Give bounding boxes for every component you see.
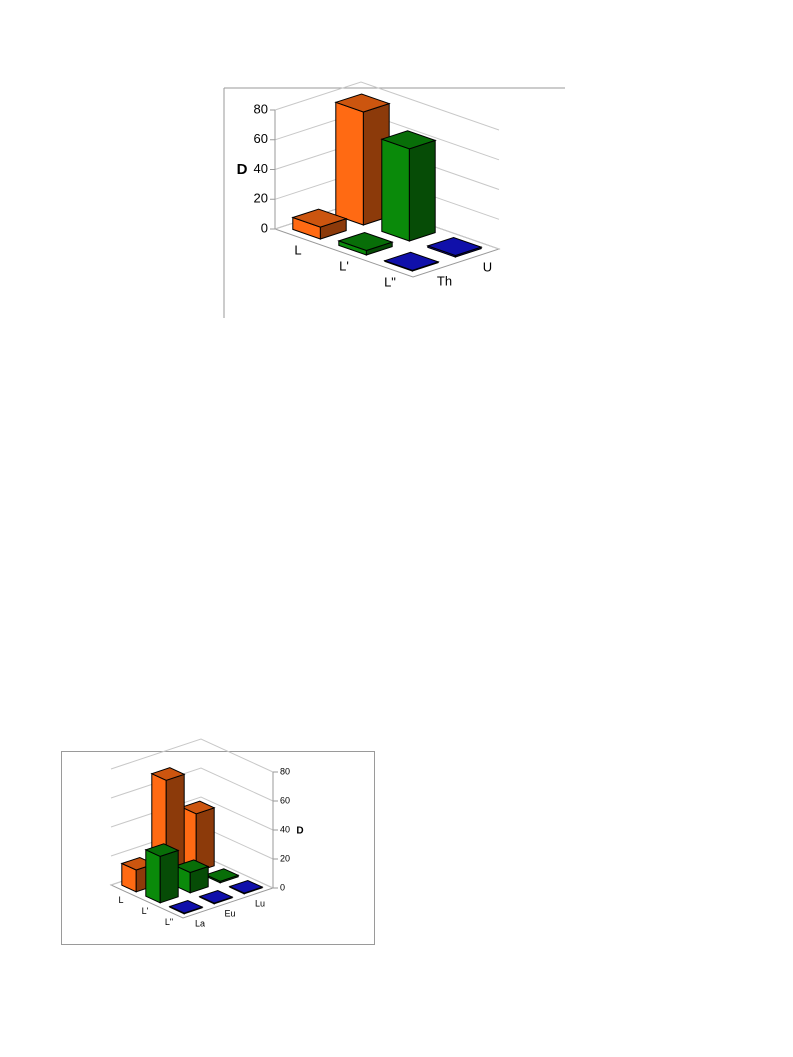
bar bbox=[168, 899, 204, 915]
grid-line bbox=[110, 767, 274, 802]
y-tick-label: 60 bbox=[280, 795, 290, 805]
bar-top bbox=[383, 251, 440, 271]
y-axis-title: D bbox=[296, 826, 303, 837]
series-label: L" bbox=[384, 274, 396, 289]
bar-top bbox=[168, 899, 204, 914]
grid-line bbox=[274, 81, 500, 131]
bar-top bbox=[426, 236, 483, 257]
bar-top bbox=[228, 879, 264, 894]
series-label: L' bbox=[339, 258, 349, 273]
bar bbox=[334, 93, 391, 226]
bar bbox=[198, 889, 234, 905]
bar bbox=[180, 800, 216, 873]
bar-top bbox=[204, 868, 240, 882]
bar-top bbox=[180, 800, 216, 815]
bar bbox=[144, 843, 180, 904]
series-label: L' bbox=[142, 906, 149, 916]
bar bbox=[204, 868, 240, 884]
bar-front bbox=[408, 139, 436, 242]
bar bbox=[228, 879, 264, 895]
bar-side bbox=[145, 849, 161, 904]
y-tick-label: 20 bbox=[280, 853, 290, 863]
bar bbox=[426, 236, 483, 258]
bar-top bbox=[291, 208, 348, 228]
bar-top bbox=[150, 767, 186, 781]
chart-1: 0 20 40 60 80 D L L' L" Th U bbox=[237, 81, 501, 289]
y-tick-label: 80 bbox=[280, 766, 290, 776]
category-label: Th bbox=[437, 273, 452, 288]
y-tick-label: 60 bbox=[254, 131, 268, 146]
bar-top bbox=[174, 859, 210, 874]
bar bbox=[380, 130, 437, 242]
grid-line bbox=[110, 796, 274, 831]
frame bbox=[61, 751, 375, 945]
grid-line bbox=[110, 738, 274, 773]
category-label: Lu bbox=[255, 898, 265, 908]
y-tick-label: 20 bbox=[254, 191, 268, 206]
category-label: Eu bbox=[224, 908, 235, 918]
y-tick-label: 40 bbox=[280, 824, 290, 834]
bar-side bbox=[335, 101, 364, 226]
bar-top bbox=[198, 889, 234, 904]
series-label: L bbox=[294, 242, 301, 257]
bar bbox=[383, 251, 440, 272]
y-axis-title: D bbox=[237, 161, 248, 178]
bar-top bbox=[380, 130, 437, 150]
y-tick-label: 0 bbox=[280, 882, 285, 892]
category-label: La bbox=[195, 918, 205, 928]
series-label: L bbox=[118, 895, 123, 905]
bar bbox=[291, 208, 348, 240]
bar-top bbox=[334, 93, 391, 113]
bar-side bbox=[381, 138, 410, 242]
bar-front bbox=[159, 849, 179, 904]
bar bbox=[337, 231, 394, 256]
bar bbox=[174, 859, 210, 894]
y-tick-label: 80 bbox=[254, 101, 268, 116]
category-label: U bbox=[483, 259, 492, 274]
bar-top bbox=[144, 843, 180, 857]
y-tick-label: 40 bbox=[254, 161, 268, 176]
y-tick-label: 0 bbox=[261, 220, 268, 235]
bar-top bbox=[337, 231, 394, 252]
series-label: L" bbox=[165, 917, 173, 927]
chart-2: 0 20 40 60 80 D L L' L" La Eu Lu bbox=[109, 738, 304, 928]
